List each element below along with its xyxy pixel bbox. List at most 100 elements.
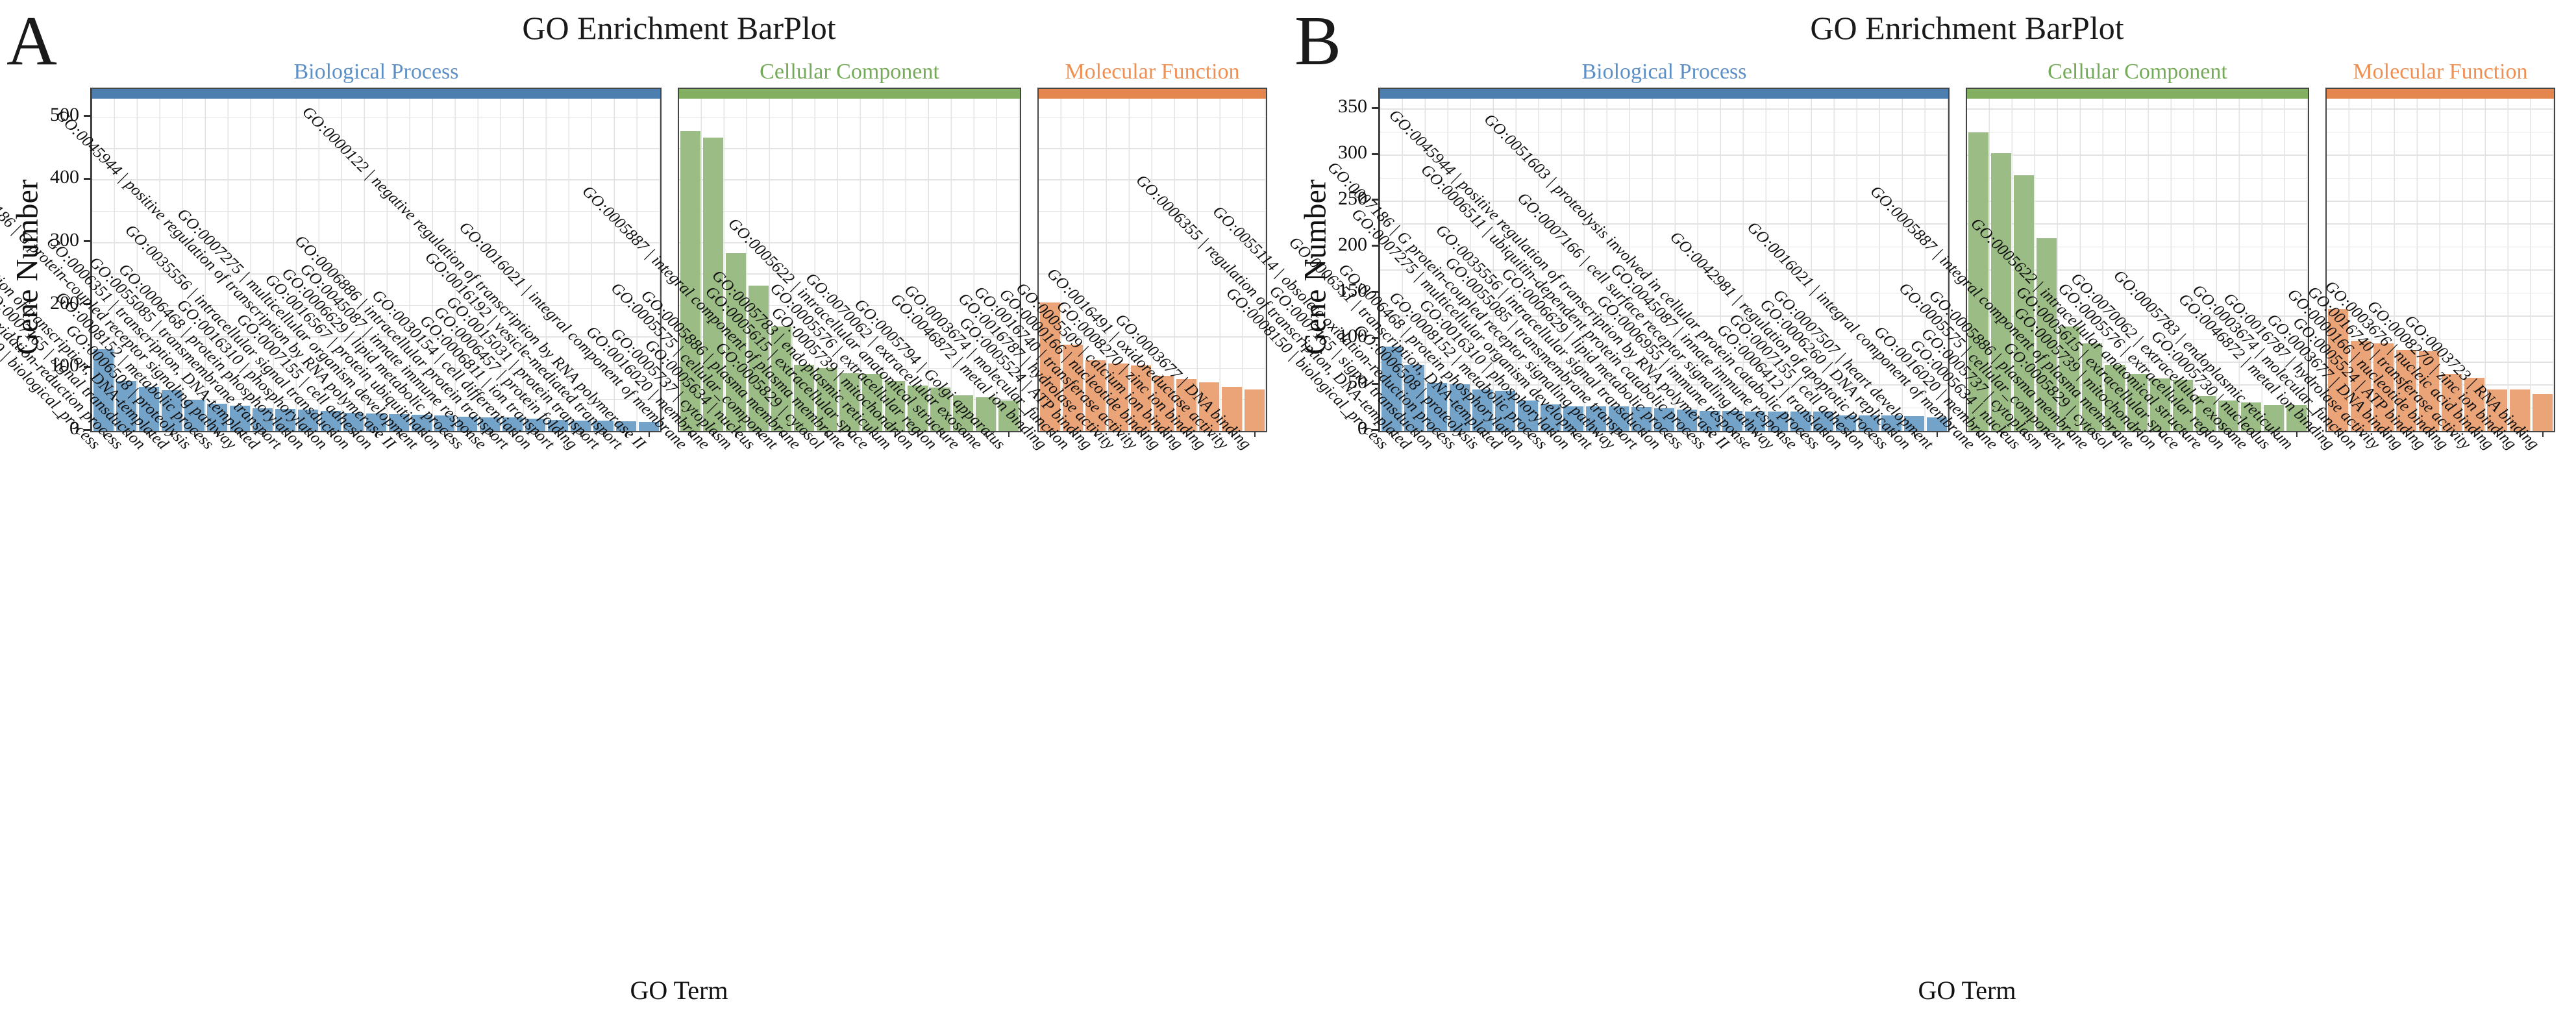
y-tick-mark [1372,336,1378,339]
x-tick-mark [758,431,760,437]
y-tick-label: 400 [50,166,79,188]
bar [748,285,769,431]
bar [2127,374,2148,431]
bar [547,419,568,431]
x-tick-mark [2159,431,2161,437]
x-tick-mark [602,431,604,437]
bar [2218,401,2238,431]
bar [2081,343,2102,431]
bar [184,399,204,431]
horizontal-gridline [1966,292,2308,294]
x-tick-mark [262,431,264,437]
x-tick-mark [939,431,941,437]
x-axis-title: GO Term [1918,976,2016,1005]
horizontal-gridline [1038,399,1266,401]
bar [2418,351,2439,431]
horizontal-gridline [1380,246,1948,248]
facet-panel [1037,88,1267,432]
bar [2441,374,2462,431]
bar [816,368,837,431]
bar [2350,341,2371,431]
horizontal-gridline [2326,177,2554,179]
horizontal-gridline [1038,210,1266,212]
x-tick-mark [2182,431,2184,437]
x-tick-mark [2114,431,2116,437]
bar [1494,390,1515,431]
x-tick-mark [780,431,782,437]
x-tick-mark [1731,431,1733,437]
x-tick-mark [1800,431,1802,437]
horizontal-gridline [1966,131,2308,133]
bar [1608,406,1629,431]
y-tick-mark [84,428,90,431]
horizontal-gridline [2326,201,2554,202]
x-tick-mark [2405,431,2407,437]
x-tick-mark [1117,431,1119,437]
horizontal-gridline [92,179,660,181]
horizontal-gridline [678,179,1020,181]
x-axis-title: GO Term [630,976,728,1005]
bar [2013,175,2034,431]
y-tick-label: 50 [1348,371,1367,393]
horizontal-gridline [1038,148,1266,149]
facet-strip [1966,89,2308,99]
panel-a: A GO Enrichment BarPlot Gene Number GO T… [0,3,1267,1005]
bar [998,400,1019,431]
vertical-gridlines [1380,89,1948,431]
x-tick-mark [1254,431,1256,437]
bar [1449,384,1470,431]
horizontal-gridline [1038,273,1266,275]
x-tick-mark [894,431,896,437]
x-tick-mark [1641,431,1642,437]
y-tick-label: 300 [1338,142,1367,163]
x-tick-mark [1777,431,1779,437]
y-tick-label: 500 [50,103,79,125]
bar [1085,360,1106,431]
horizontal-gridline [92,273,660,275]
bar [161,390,182,431]
horizontal-gridline [1038,336,1266,338]
x-tick-mark [1436,431,1438,437]
bar [593,420,613,431]
y-tick-label: 250 [1338,187,1367,209]
facet-title: Biological Process [293,60,459,84]
horizontal-gridline [678,304,1020,306]
x-tick-mark [1391,431,1393,437]
x-tick-mark [216,431,218,437]
bar [320,411,341,431]
x-tick-mark [2000,431,2002,437]
horizontal-gridline [1966,177,2308,179]
x-tick-mark [1140,431,1142,437]
facet-panel [1965,88,2309,432]
bar [2263,405,2284,431]
horizontal-gridline [1966,269,2308,271]
bar [1722,410,1742,431]
bar [1926,417,1947,431]
bar [1631,407,1652,431]
x-tick-mark [2473,431,2475,437]
bar [1990,153,2011,431]
bar [2036,238,2057,431]
x-tick-mark [1663,431,1665,437]
x-tick-mark [171,431,173,437]
panel-letter: B [1294,3,1342,80]
x-tick-mark [421,431,423,437]
facet-title: Molecular Function [1065,60,1240,84]
panel-b: B GO Enrichment BarPlot Gene Number GO T… [1132,0,2576,1023]
x-tick-mark [2383,431,2384,437]
x-tick-mark [398,431,400,437]
horizontal-gridline [2326,154,2554,156]
chart-title: GO Enrichment BarPlot [1810,10,2124,46]
horizontal-gridline [1038,304,1266,306]
bar [411,414,432,431]
bar [1062,344,1083,431]
horizontal-gridline [92,304,660,306]
horizontal-gridline [1380,108,1948,110]
x-tick-mark [580,431,582,437]
bar [952,395,973,431]
horizontal-gridline [678,273,1020,275]
horizontal-gridline [2326,269,2554,271]
x-tick-mark [985,431,987,437]
y-tick-mark [84,365,90,368]
bar [839,373,860,431]
